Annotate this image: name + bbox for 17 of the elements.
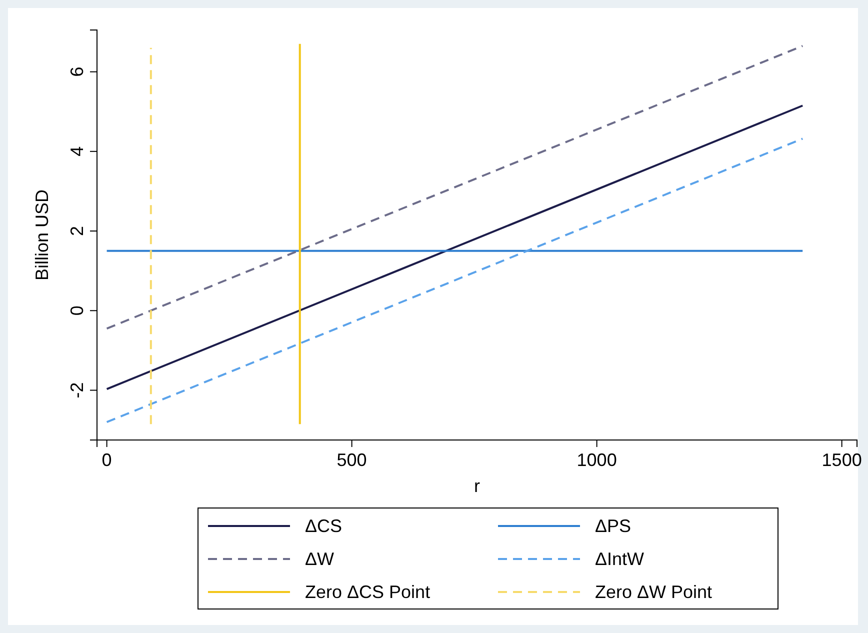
y-tick-label: 0 xyxy=(67,306,87,316)
y-tick-label: 6 xyxy=(67,66,87,77)
legend-label: Zero ΔW Point xyxy=(595,582,712,602)
legend-label: ΔW xyxy=(305,549,334,569)
legend-label: ΔCS xyxy=(305,516,342,536)
y-tick-label: 2 xyxy=(67,226,87,236)
x-tick-label: 1500 xyxy=(822,450,862,470)
legend-label: ΔPS xyxy=(595,516,632,536)
x-tick-label: 1000 xyxy=(576,450,617,470)
legend-label: ΔIntW xyxy=(595,549,644,569)
legend-label: Zero ΔCS Point xyxy=(305,582,430,602)
x-tick-label: 0 xyxy=(102,450,112,470)
y-axis-title: Billion USD xyxy=(32,189,52,281)
y-tick-label: 4 xyxy=(67,146,87,156)
x-tick-label: 500 xyxy=(336,450,367,470)
x-axis-title: r xyxy=(474,476,480,496)
y-tick-label: -2 xyxy=(67,382,87,398)
